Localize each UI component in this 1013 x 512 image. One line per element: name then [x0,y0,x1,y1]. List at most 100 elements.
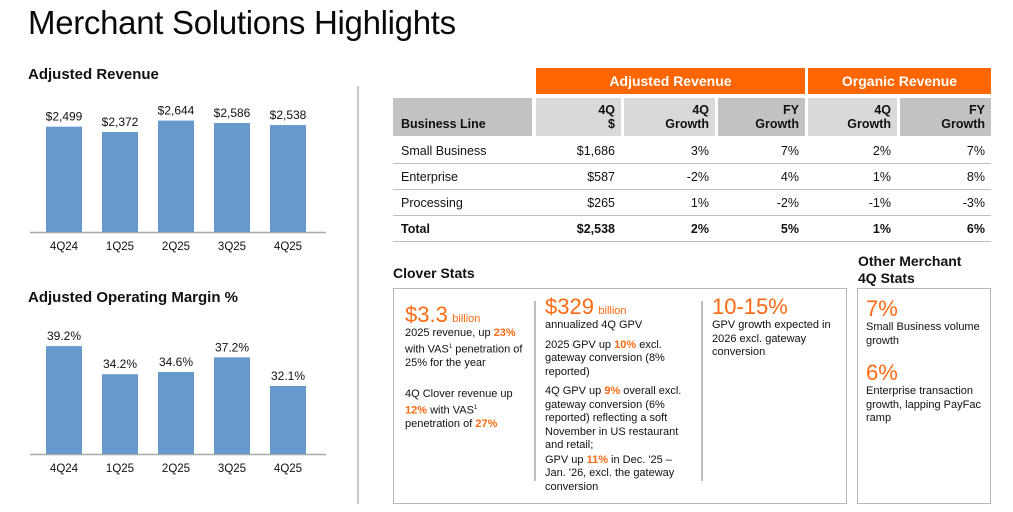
table-row: Small Business $1,686 3% 7% 2% 7% [393,138,991,164]
clover-col-revenue: $3.3 billion 2025 revenue, up 23% with V… [405,303,530,431]
x-tick-label: 4Q25 [274,241,302,253]
clover-gpv-dec-jan-note: GPV up 11% in Dec. '25 – Jan. '26, excl.… [545,453,675,493]
value-cell: -2% [686,170,709,184]
value-cell: 7% [780,144,799,158]
adjusted-revenue-chart-title: Adjusted Revenue [28,66,159,83]
x-tick-label: 2Q25 [162,463,190,475]
clover-gpv-4q-note: 4Q GPV up 9% overall excl. gateway conve… [545,385,682,451]
col-header-line2: Growth [941,117,985,131]
value-cell: $2,538 [576,222,615,236]
col-header-line2: $ [608,117,615,131]
bar-4q24 [46,126,82,232]
clover-stats-title: Clover Stats [393,265,475,281]
x-tick-label: 3Q25 [218,463,246,475]
bar-1q25 [102,374,138,454]
clover-revenue-note: 2025 revenue, up 23% with VAS1 penetrati… [405,327,523,369]
value-cell: 2% [872,144,891,158]
operating-margin-chart-title: Adjusted Operating Margin % [28,289,239,306]
x-tick-label: 4Q24 [50,463,79,475]
data-label: 34.6% [159,355,193,369]
col-header-organic-4q-growth: 4Q Growth [808,98,897,136]
other-stat-small-business: 7% Small Business volume growth [866,297,986,348]
value-cell: 6% [966,222,985,236]
x-tick-label: 4Q24 [50,241,79,253]
clover-gpv-unit: billion [598,305,627,317]
table-row: Enterprise $587 -2% 4% 1% 8% [393,164,991,190]
col-header-4q-dollars: 4Q $ [536,98,621,136]
clover-gpv-sub: annualized 4Q GPV [545,319,643,331]
bar-4q25 [270,386,306,454]
col-header-line2: Growth [665,117,709,131]
operating-margin-chart: 39.2% 4Q24 34.2% 1Q25 34.6% 2Q25 37.2% 3Q25 32.1… [30,329,326,475]
clover-revenue-value: $3.3 [405,302,448,327]
revenue-table: Adjusted Revenue Organic Revenue Busines… [393,68,991,242]
bar-2q25 [158,120,194,232]
clover-gpv-value: $329 [545,294,594,319]
data-label: $2,538 [270,108,307,122]
clover-stats-box: $3.3 billion 2025 revenue, up 23% with V… [393,288,847,504]
col-header-line1: 4Q [598,103,615,117]
data-label: $2,372 [102,115,139,129]
value-cell: 1% [872,170,891,184]
bar-4q24 [46,346,82,454]
business-line-cell: Total [401,222,430,236]
x-tick-label: 4Q25 [274,463,302,475]
value-cell: -3% [962,196,985,210]
x-tick-label: 2Q25 [162,241,190,253]
clover-revenue-unit: billion [452,313,481,325]
col-header-line1: FY [969,103,985,117]
group-header-adjusted-revenue: Adjusted Revenue [536,68,805,94]
adjusted-revenue-chart: $2,499 4Q24 $2,372 1Q25 $2,644 2Q25 $2,586 3Q25… [30,104,326,253]
value-cell: -2% [776,196,799,210]
table-header-row: Business Line 4Q $ 4Q Growth FY Growth 4Q Gr… [393,98,991,138]
other-merchant-title: Other Merchant 4Q Stats [858,253,962,286]
column-divider [701,301,703,481]
page-title: Merchant Solutions Highlights [28,4,456,41]
bar-2q25 [158,371,194,454]
value-cell: $265 [587,196,615,210]
col-header-line1: FY [783,103,799,117]
x-tick-label: 1Q25 [106,463,134,475]
other-stat-enterprise: 6% Enterprise transaction growth, lappin… [866,361,988,426]
group-header-organic-revenue: Organic Revenue [808,68,991,94]
small-business-volume-note: Small Business volume growth [866,321,980,347]
col-header-business-line: Business Line [393,98,532,136]
col-header-line1: 4Q [692,103,709,117]
col-header-line2: Growth [755,117,799,131]
data-label: $2,586 [214,106,251,120]
col-header-line2: Growth [847,117,891,131]
bar-1q25 [102,132,138,232]
column-divider [534,301,536,481]
data-label: $2,644 [158,104,195,118]
data-label: 39.2% [47,329,81,343]
business-line-cell: Enterprise [401,170,458,184]
clover-4q-revenue-note: 4Q Clover revenue up 12% with VAS1 penet… [405,388,513,430]
col-header-organic-fy-growth: FY Growth [900,98,991,136]
other-merchant-box: 7% Small Business volume growth 6% Enter… [857,288,991,504]
value-cell: 3% [690,144,709,158]
business-line-cell: Processing [401,196,463,210]
clover-outlook-value: 10-15% [712,294,788,319]
data-label: 32.1% [271,369,305,383]
table-total-row: Total $2,538 2% 5% 1% 6% [393,216,991,242]
value-cell: $587 [587,170,615,184]
bar-4q25 [270,125,306,232]
small-business-volume-value: 7% [866,296,898,321]
value-cell: 1% [872,222,891,236]
value-cell: 5% [780,222,799,236]
value-cell: $1,686 [576,144,615,158]
x-tick-label: 3Q25 [218,241,246,253]
clover-col-outlook: 10-15% GPV growth expected in 2026 excl.… [712,295,832,360]
table-row: Processing $265 1% -2% -1% -3% [393,190,991,216]
data-label: 37.2% [215,340,249,354]
data-label: $2,499 [46,110,83,124]
bar-3q25 [214,357,250,454]
value-cell: 4% [780,170,799,184]
value-cell: 8% [966,170,985,184]
data-label: 34.2% [103,357,137,371]
value-cell: 1% [690,196,709,210]
value-cell: -1% [868,196,891,210]
clover-col-gpv: $329 billion annualized 4Q GPV 2025 GPV … [545,295,695,494]
col-header-fy-growth: FY Growth [718,98,805,136]
col-header-line1: 4Q [874,103,891,117]
